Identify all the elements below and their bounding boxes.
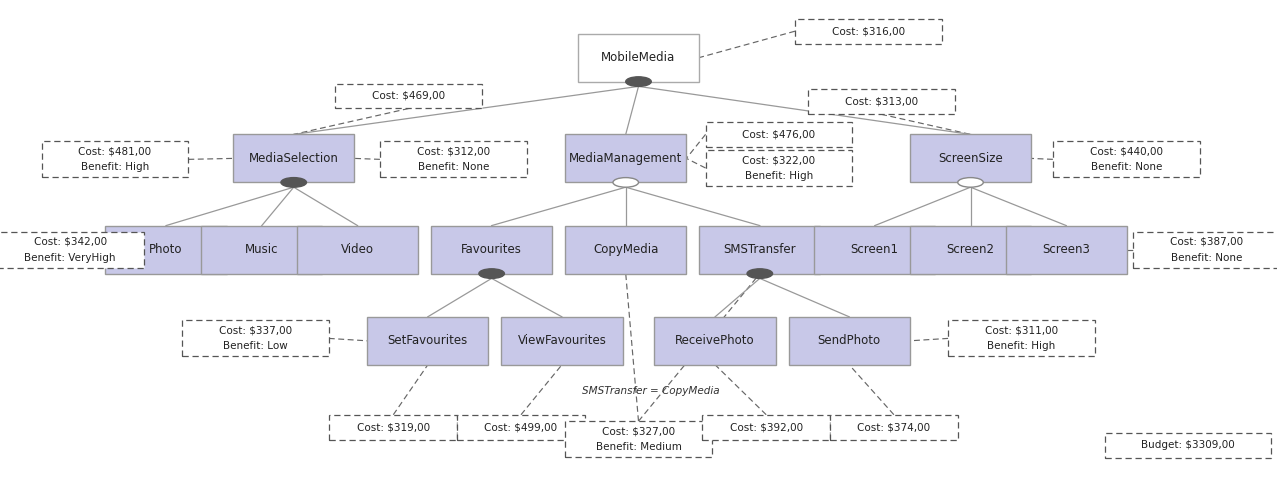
- FancyBboxPatch shape: [1133, 232, 1277, 268]
- Text: Benefit: None: Benefit: None: [1091, 162, 1162, 172]
- Text: Benefit: Low: Benefit: Low: [223, 341, 287, 351]
- FancyBboxPatch shape: [381, 141, 526, 177]
- FancyBboxPatch shape: [815, 226, 935, 274]
- Text: SendPhoto: SendPhoto: [817, 334, 881, 348]
- FancyBboxPatch shape: [501, 317, 623, 365]
- Text: Cost: $313,00: Cost: $313,00: [844, 97, 918, 107]
- Text: Benefit: High: Benefit: High: [987, 341, 1056, 351]
- FancyBboxPatch shape: [702, 415, 830, 440]
- FancyBboxPatch shape: [1052, 141, 1200, 177]
- Text: Cost: $440,00: Cost: $440,00: [1089, 146, 1163, 156]
- Text: MediaSelection: MediaSelection: [249, 152, 338, 165]
- Text: Cost: $374,00: Cost: $374,00: [857, 422, 931, 432]
- FancyBboxPatch shape: [183, 321, 329, 356]
- FancyBboxPatch shape: [577, 34, 700, 82]
- Circle shape: [958, 178, 983, 187]
- Text: Music: Music: [245, 243, 278, 256]
- Text: Cost: $327,00: Cost: $327,00: [601, 426, 676, 436]
- Circle shape: [281, 178, 306, 187]
- Text: Cost: $392,00: Cost: $392,00: [729, 422, 803, 432]
- Text: Cost: $499,00: Cost: $499,00: [484, 422, 558, 432]
- FancyBboxPatch shape: [1105, 433, 1271, 458]
- Circle shape: [613, 178, 638, 187]
- Text: Cost: $319,00: Cost: $319,00: [356, 422, 430, 432]
- FancyBboxPatch shape: [0, 232, 143, 268]
- FancyBboxPatch shape: [564, 134, 687, 182]
- Text: Cost: $476,00: Cost: $476,00: [742, 130, 816, 139]
- Circle shape: [479, 269, 504, 278]
- Text: Photo: Photo: [149, 243, 183, 256]
- Text: ReceivePhoto: ReceivePhoto: [676, 334, 755, 348]
- Text: MediaManagement: MediaManagement: [570, 152, 682, 165]
- Text: ScreenSize: ScreenSize: [939, 152, 1002, 165]
- Text: Cost: $316,00: Cost: $316,00: [831, 26, 905, 36]
- FancyBboxPatch shape: [909, 134, 1032, 182]
- Text: Benefit: None: Benefit: None: [418, 162, 489, 172]
- FancyBboxPatch shape: [794, 19, 942, 44]
- FancyBboxPatch shape: [41, 141, 189, 177]
- FancyBboxPatch shape: [232, 134, 354, 182]
- FancyBboxPatch shape: [368, 317, 489, 365]
- Text: Benefit: High: Benefit: High: [744, 171, 813, 181]
- Text: Screen2: Screen2: [946, 243, 995, 256]
- FancyBboxPatch shape: [105, 226, 227, 274]
- FancyBboxPatch shape: [200, 226, 322, 274]
- FancyBboxPatch shape: [705, 150, 853, 186]
- Text: Screen1: Screen1: [850, 243, 899, 256]
- Text: SMSTransfer = CopyMedia: SMSTransfer = CopyMedia: [582, 386, 720, 396]
- FancyBboxPatch shape: [948, 321, 1096, 356]
- Text: Benefit: None: Benefit: None: [1171, 252, 1243, 263]
- Text: Screen3: Screen3: [1042, 243, 1091, 256]
- Text: Cost: $342,00: Cost: $342,00: [33, 237, 107, 247]
- Circle shape: [626, 77, 651, 86]
- Text: Benefit: VeryHigh: Benefit: VeryHigh: [24, 252, 116, 263]
- Text: Video: Video: [341, 243, 374, 256]
- FancyBboxPatch shape: [909, 226, 1032, 274]
- FancyBboxPatch shape: [564, 421, 713, 457]
- FancyBboxPatch shape: [830, 415, 958, 440]
- Text: Cost: $312,00: Cost: $312,00: [416, 146, 490, 156]
- Text: Cost: $337,00: Cost: $337,00: [218, 325, 292, 336]
- FancyBboxPatch shape: [296, 226, 419, 274]
- Text: Cost: $469,00: Cost: $469,00: [372, 91, 446, 101]
- FancyBboxPatch shape: [655, 317, 776, 365]
- FancyBboxPatch shape: [700, 226, 820, 274]
- Text: CopyMedia: CopyMedia: [593, 243, 659, 256]
- FancyBboxPatch shape: [705, 122, 853, 147]
- FancyBboxPatch shape: [329, 415, 457, 440]
- Text: Favourites: Favourites: [461, 243, 522, 256]
- Circle shape: [747, 269, 773, 278]
- FancyBboxPatch shape: [457, 415, 585, 440]
- FancyBboxPatch shape: [335, 84, 483, 108]
- Text: SMSTransfer: SMSTransfer: [724, 243, 796, 256]
- Text: Cost: $481,00: Cost: $481,00: [78, 146, 152, 156]
- FancyBboxPatch shape: [564, 226, 687, 274]
- Text: Cost: $322,00: Cost: $322,00: [742, 155, 816, 165]
- FancyBboxPatch shape: [1006, 226, 1126, 274]
- FancyBboxPatch shape: [807, 89, 954, 114]
- Text: Cost: $311,00: Cost: $311,00: [985, 325, 1059, 336]
- FancyBboxPatch shape: [432, 226, 552, 274]
- FancyBboxPatch shape: [789, 317, 909, 365]
- Text: Benefit: High: Benefit: High: [80, 162, 149, 172]
- Text: SetFavourites: SetFavourites: [388, 334, 467, 348]
- Text: MobileMedia: MobileMedia: [601, 51, 676, 64]
- Text: Cost: $387,00: Cost: $387,00: [1170, 237, 1244, 247]
- Text: Benefit: Medium: Benefit: Medium: [595, 442, 682, 452]
- Text: ViewFavourites: ViewFavourites: [517, 334, 607, 348]
- Text: Budget: $3309,00: Budget: $3309,00: [1140, 441, 1235, 450]
